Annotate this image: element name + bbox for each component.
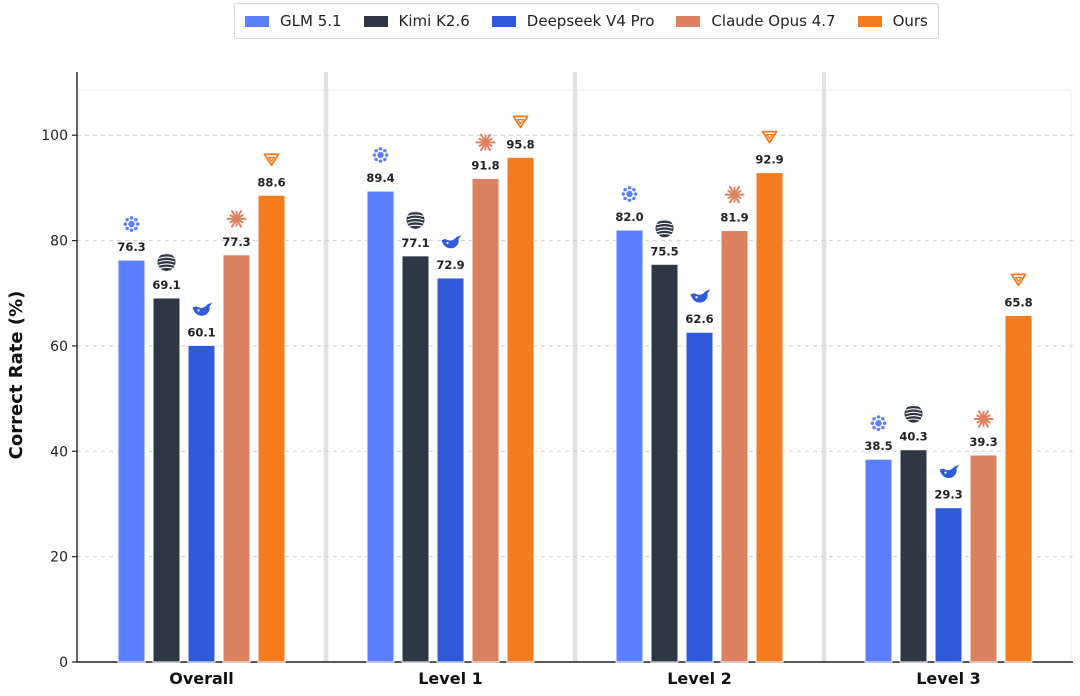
bar-kimi-logo-0 xyxy=(152,297,181,663)
glm-logo-icon xyxy=(870,415,887,432)
data-label: 29.3 xyxy=(934,488,962,502)
bar-glm-logo-2 xyxy=(615,229,644,663)
data-label: 38.5 xyxy=(864,439,892,453)
bar-claude-burst-1 xyxy=(471,177,500,663)
bar-claude-burst-2 xyxy=(720,230,749,663)
bar-ours-triangle-0 xyxy=(257,194,286,663)
legend-swatch-glm xyxy=(245,15,269,27)
gridlines xyxy=(77,134,1073,558)
y-axis-label: Correct Rate (%) xyxy=(6,291,27,460)
data-label: 76.3 xyxy=(117,240,145,254)
claude-burst-icon xyxy=(973,410,994,428)
data-label: 60.1 xyxy=(187,325,215,339)
legend-item-kimi: Kimi K2.6 xyxy=(363,12,470,30)
bar-deepseek-whale-2 xyxy=(685,331,714,663)
bar-glm-logo-1 xyxy=(366,190,395,663)
legend-label-deepseek: Deepseek V4 Pro xyxy=(526,12,655,30)
claude-burst-icon xyxy=(475,133,496,152)
legend-item-deepseek: Deepseek V4 Pro xyxy=(491,12,655,30)
deepseek-whale-icon xyxy=(441,234,462,249)
legend-swatch-claude xyxy=(676,15,701,27)
deepseek-whale-icon xyxy=(192,302,213,316)
kimi-logo-icon xyxy=(655,219,674,238)
legend-item-claude: Claude Opus 4.7 xyxy=(676,12,836,30)
bar-glm-logo-0 xyxy=(117,259,146,663)
legend-swatch-kimi xyxy=(363,15,388,27)
bar-kimi-logo-3 xyxy=(899,449,928,663)
glm-logo-icon xyxy=(123,216,140,232)
y-tick-label: 80 xyxy=(50,234,68,250)
glm-logo-icon xyxy=(621,186,638,202)
data-label: 40.3 xyxy=(899,430,927,444)
y-axis: 0 20 40 60 80 100 xyxy=(41,128,77,671)
deepseek-whale-icon xyxy=(939,464,960,478)
y-tick-label: 0 xyxy=(59,655,68,671)
deepseek-whale-icon xyxy=(690,289,711,303)
ours-triangle-icon xyxy=(1010,273,1027,287)
data-label: 81.9 xyxy=(720,211,748,225)
data-label: 89.4 xyxy=(366,171,394,185)
bar-deepseek-whale-0 xyxy=(187,344,216,663)
legend: GLM 5.1 Kimi K2.6 Deepseek V4 Pro Claude… xyxy=(234,3,939,39)
bar-claude-burst-3 xyxy=(969,454,998,663)
ours-triangle-icon xyxy=(512,115,529,129)
bar-claude-burst-0 xyxy=(222,254,251,663)
y-tick-label: 20 xyxy=(50,550,68,566)
legend-label-glm: GLM 5.1 xyxy=(280,12,342,30)
x-tick-label: Level 1 xyxy=(418,669,483,688)
data-label: 39.3 xyxy=(969,435,997,449)
bar-kimi-logo-1 xyxy=(401,255,430,663)
data-label: 92.9 xyxy=(755,153,783,167)
data-label: 65.8 xyxy=(1004,295,1032,309)
legend-item-ours: Ours xyxy=(857,12,928,30)
bar-glm-logo-3 xyxy=(864,458,893,663)
glm-logo-icon xyxy=(372,147,389,163)
data-label: 95.8 xyxy=(506,137,534,151)
y-tick-label: 40 xyxy=(50,444,68,460)
legend-label-kimi: Kimi K2.6 xyxy=(398,12,470,30)
x-tick-label: Overall xyxy=(169,669,234,688)
bar-ours-triangle-3 xyxy=(1004,314,1033,663)
bar-deepseek-whale-3 xyxy=(934,507,963,663)
data-label: 82.0 xyxy=(615,210,643,224)
x-tick-label: Level 2 xyxy=(667,669,732,688)
legend-swatch-deepseek xyxy=(491,15,516,27)
y-tick-label: 100 xyxy=(41,128,68,144)
data-label: 75.5 xyxy=(650,244,678,258)
legend-label-ours: Ours xyxy=(892,12,928,30)
data-label: 91.8 xyxy=(471,158,499,172)
legend-label-claude: Claude Opus 4.7 xyxy=(711,12,836,30)
legend-swatch-ours xyxy=(857,15,882,27)
y-tick-label: 60 xyxy=(50,339,68,355)
kimi-logo-icon xyxy=(157,252,176,271)
data-label: 69.1 xyxy=(152,278,180,292)
claude-burst-icon xyxy=(724,185,745,204)
bar-ours-triangle-1 xyxy=(506,156,535,663)
data-label: 62.6 xyxy=(685,312,713,326)
bar-ours-triangle-2 xyxy=(755,172,784,663)
kimi-logo-icon xyxy=(904,404,923,423)
data-label: 77.1 xyxy=(401,236,429,250)
data-label: 72.9 xyxy=(436,258,464,272)
data-label: 88.6 xyxy=(257,175,285,189)
ours-triangle-icon xyxy=(761,130,778,144)
x-tick-label: Level 3 xyxy=(916,669,981,688)
bar-deepseek-whale-1 xyxy=(436,277,465,663)
data-label: 77.3 xyxy=(222,235,250,249)
claude-burst-icon xyxy=(226,210,247,228)
ours-triangle-icon xyxy=(263,153,280,167)
bars: 76.3 69.1 60.1 77.3 88.6 Overall 89.4 77.1 72.9 9… xyxy=(117,115,1033,688)
bar-kimi-logo-2 xyxy=(650,263,679,663)
legend-item-glm: GLM 5.1 xyxy=(245,12,342,30)
kimi-logo-icon xyxy=(406,210,425,229)
